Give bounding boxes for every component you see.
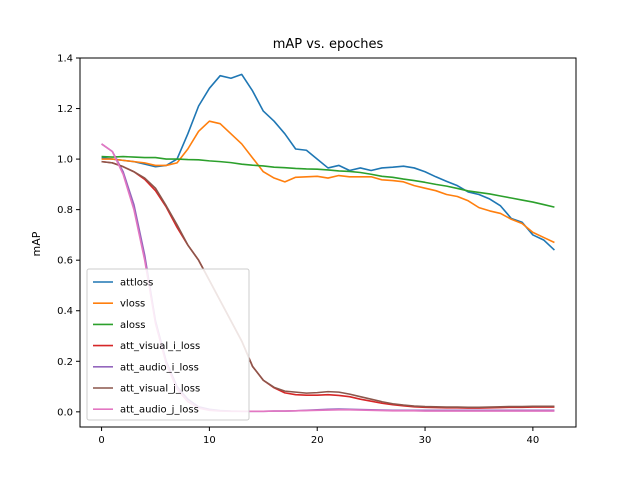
legend-label: att_visual_i_loss <box>120 341 200 352</box>
ticks-layer: 0 10 20 30 40 0.0 0.2 0.4 0.6 0.8 1.0 1.2 1.4 <box>57 54 539 447</box>
y-tick-label: 1.0 <box>57 155 73 166</box>
y-tick-label: 0.4 <box>57 306 73 317</box>
legend: attloss vloss aloss att_visual_i_loss att_au… <box>86 268 250 421</box>
x-tick-label: 0 <box>98 435 104 446</box>
y-tick-label: 0.6 <box>57 256 73 267</box>
legend-label: vloss <box>120 299 145 310</box>
legend-label: attloss <box>120 278 153 289</box>
y-tick-label: 0.8 <box>57 205 73 216</box>
x-tick-label: 10 <box>203 435 216 446</box>
legend-label: att_audio_j_loss <box>120 405 199 416</box>
y-tick-label: 1.4 <box>57 54 73 65</box>
x-tick-label: 20 <box>311 435 324 446</box>
x-tick-label: 30 <box>419 435 432 446</box>
series-line-attloss <box>101 73 555 251</box>
legend-box <box>86 268 250 421</box>
legend-label: att_audio_i_loss <box>120 362 199 373</box>
plot-area-frame <box>79 57 577 428</box>
series-line-att_visual_j_loss <box>101 160 555 409</box>
series-line-aloss <box>101 155 555 208</box>
y-tick-label: 1.2 <box>57 104 73 115</box>
x-tick-label: 40 <box>527 435 540 446</box>
y-axis-label: mAP <box>30 231 43 256</box>
legend-label: aloss <box>120 320 145 331</box>
series-line-vloss <box>101 120 555 244</box>
y-tick-label: 0.0 <box>57 407 73 418</box>
legend-label: att_visual_j_loss <box>120 384 200 395</box>
y-tick-label: 0.2 <box>57 357 73 368</box>
chart-title: mAP vs. epoches <box>273 37 384 52</box>
